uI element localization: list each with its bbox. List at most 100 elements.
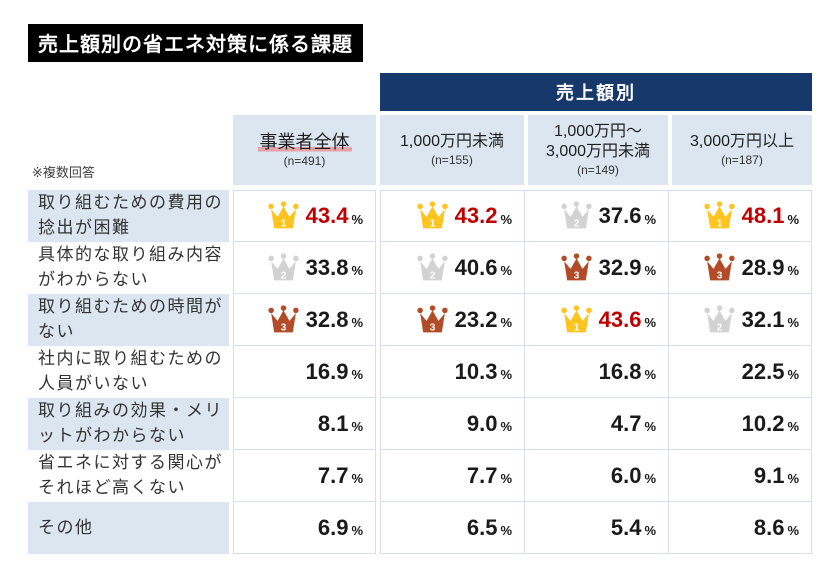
value-cell: 16.8% xyxy=(524,346,668,398)
value-number: 7.7 xyxy=(466,462,498,488)
value-cell: 6.0% xyxy=(524,450,668,502)
percent-sign: % xyxy=(787,211,799,227)
row-label: 具体的な取り組み内容がわからない xyxy=(38,245,223,289)
value-cell: 5.4% xyxy=(524,502,668,554)
row-label: 取り組みの効果・メリットがわからない xyxy=(28,398,229,450)
value-cell: 3 32.8% xyxy=(233,294,376,346)
value-number: 40.6 xyxy=(454,254,498,280)
value-number: 28.9 xyxy=(741,254,785,280)
value-cell: 1 43.2% xyxy=(380,190,524,242)
row-label: 省エネに対する関心がそれほど高くない xyxy=(38,453,223,497)
bronze-crown-icon: 3 xyxy=(267,304,299,333)
bronze-crown-icon: 3 xyxy=(560,252,592,281)
value-cell: 3 28.9% xyxy=(668,242,812,294)
value-number: 43.4 xyxy=(305,203,349,228)
percent-sign: % xyxy=(787,367,799,382)
value-number: 33.8 xyxy=(305,254,349,280)
value-number: 6.9 xyxy=(317,514,349,540)
value-cell: 9.0% xyxy=(380,398,524,450)
row-label: 社内に取り組むための人員がいない xyxy=(38,349,223,393)
value-cell: 7.7% xyxy=(380,450,524,502)
svg-text:2: 2 xyxy=(280,270,286,281)
value-cell: 16.9% xyxy=(233,346,376,398)
percent-sign: % xyxy=(787,263,799,278)
gold-crown-icon: 1 xyxy=(267,201,299,230)
value-number: 4.7 xyxy=(610,410,642,436)
percent-sign: % xyxy=(787,523,799,538)
value-cell: 8.6% xyxy=(668,502,812,554)
percent-sign: % xyxy=(500,471,512,486)
percent-sign: % xyxy=(500,523,512,538)
svg-text:1: 1 xyxy=(429,219,435,230)
value-cell: 6.9% xyxy=(233,502,376,554)
value-cell: 3 32.9% xyxy=(524,242,668,294)
percent-sign: % xyxy=(644,419,656,434)
value-number: 22.5 xyxy=(741,358,785,384)
column-header-label: 3,000万円以上 xyxy=(689,133,795,150)
svg-text:3: 3 xyxy=(280,322,286,333)
percent-sign: % xyxy=(351,419,363,434)
percent-sign: % xyxy=(500,315,512,330)
percent-sign: % xyxy=(644,367,656,382)
percent-sign: % xyxy=(644,263,656,278)
value-number: 8.6 xyxy=(753,514,785,540)
percent-sign: % xyxy=(500,419,512,434)
value-number: 43.2 xyxy=(454,203,498,228)
column-header-label: 1,000万円～ 3,000万円未満 xyxy=(545,123,651,160)
value-cell: 3 23.2% xyxy=(380,294,524,346)
value-cell: 22.5% xyxy=(668,346,812,398)
row-label: その他 xyxy=(28,502,229,554)
svg-text:1: 1 xyxy=(573,322,579,333)
column-header-3: 3,000万円以上 (n=187) xyxy=(668,115,812,185)
svg-text:1: 1 xyxy=(280,219,286,230)
value-cell: 1 43.6% xyxy=(524,294,668,346)
value-number: 16.9 xyxy=(305,358,349,384)
value-number: 37.6 xyxy=(598,203,642,228)
row-label: 取り組むための時間がない xyxy=(28,294,229,346)
value-cell: 10.3% xyxy=(380,346,524,398)
value-cell: 8.1% xyxy=(233,398,376,450)
value-number: 8.1 xyxy=(317,410,349,436)
value-number: 23.2 xyxy=(454,306,498,332)
value-number: 6.0 xyxy=(610,462,642,488)
value-cell: 7.7% xyxy=(233,450,376,502)
percent-sign: % xyxy=(644,211,656,227)
percent-sign: % xyxy=(500,211,512,227)
silver-crown-icon: 2 xyxy=(267,252,299,281)
gold-crown-icon: 1 xyxy=(416,201,448,230)
value-number: 10.2 xyxy=(741,410,785,436)
column-sample-size: (n=187) xyxy=(721,153,763,167)
value-cell: 10.2% xyxy=(668,398,812,450)
percent-sign: % xyxy=(787,315,799,330)
percent-sign: % xyxy=(351,523,363,538)
percent-sign: % xyxy=(351,315,363,330)
silver-crown-icon: 2 xyxy=(703,304,735,333)
column-header-2: 1,000万円～ 3,000万円未満 (n=149) xyxy=(524,115,668,185)
silver-crown-icon: 2 xyxy=(416,252,448,281)
page-title: 売上額別の省エネ対策に係る課題 xyxy=(28,24,363,62)
multiple-answer-note: ※複数回答 xyxy=(32,165,95,180)
value-cell: 2 37.6% xyxy=(524,190,668,242)
value-number: 32.1 xyxy=(741,306,785,332)
percent-sign: % xyxy=(351,211,363,227)
column-header-1: 1,000万円未満 (n=155) xyxy=(380,115,524,185)
svg-text:3: 3 xyxy=(429,322,435,333)
value-number: 6.5 xyxy=(466,514,498,540)
value-number: 32.8 xyxy=(305,306,349,332)
value-cell: 2 32.1% xyxy=(668,294,812,346)
bronze-crown-icon: 3 xyxy=(703,252,735,281)
percent-sign: % xyxy=(351,471,363,486)
bronze-crown-icon: 3 xyxy=(416,304,448,333)
column-sample-size: (n=149) xyxy=(577,163,619,177)
value-number: 9.1 xyxy=(753,462,785,488)
data-table: 売上額別 ※複数回答 事業者全体 (n=491) 1,000万円未満 (n=155) 1… xyxy=(28,73,812,554)
value-number: 32.9 xyxy=(598,254,642,280)
value-number: 7.7 xyxy=(317,462,349,488)
value-cell: 2 40.6% xyxy=(380,242,524,294)
percent-sign: % xyxy=(500,263,512,278)
svg-text:1: 1 xyxy=(716,219,722,230)
gold-crown-icon: 1 xyxy=(703,201,735,230)
value-number: 5.4 xyxy=(610,514,642,540)
percent-sign: % xyxy=(351,263,363,278)
